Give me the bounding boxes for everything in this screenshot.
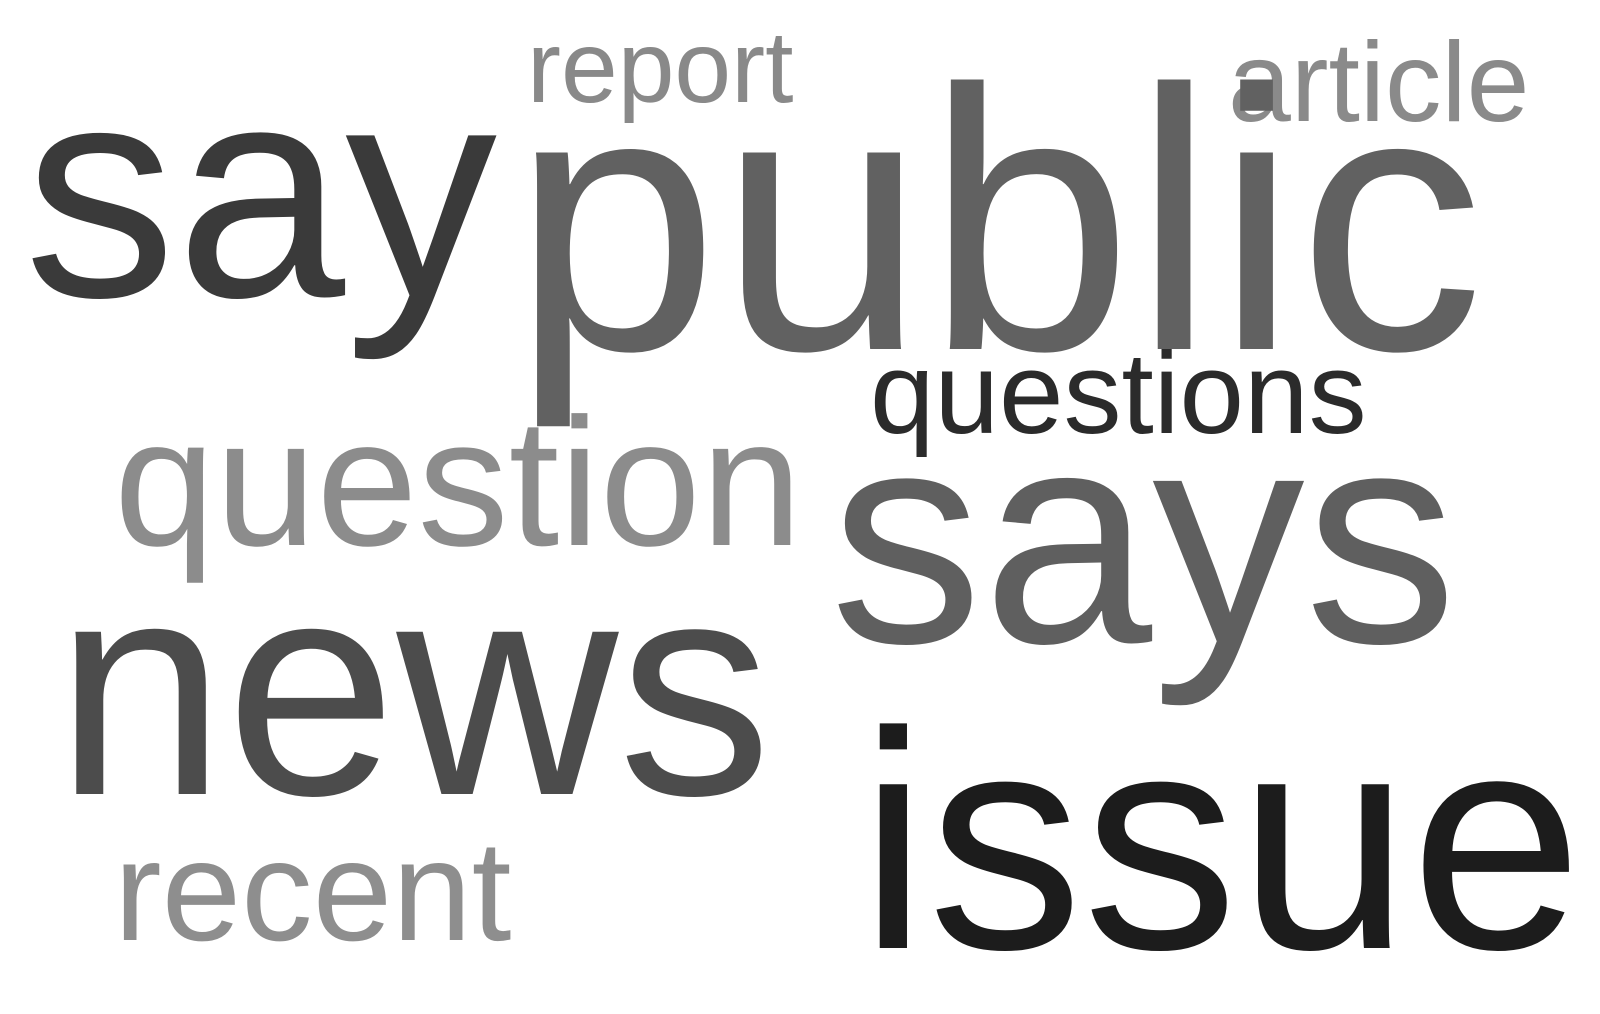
word-article: article: [1228, 19, 1530, 145]
word-question: question: [114, 380, 803, 584]
word-report: report: [527, 10, 794, 124]
word-recent: recent: [114, 812, 512, 971]
word-issue: issue: [859, 667, 1583, 1014]
word-public: public: [512, 12, 1484, 428]
word-news: news: [55, 517, 772, 860]
word-says: says: [830, 366, 1458, 707]
word-say: say: [24, 22, 498, 361]
word-questions: questions: [870, 328, 1367, 458]
